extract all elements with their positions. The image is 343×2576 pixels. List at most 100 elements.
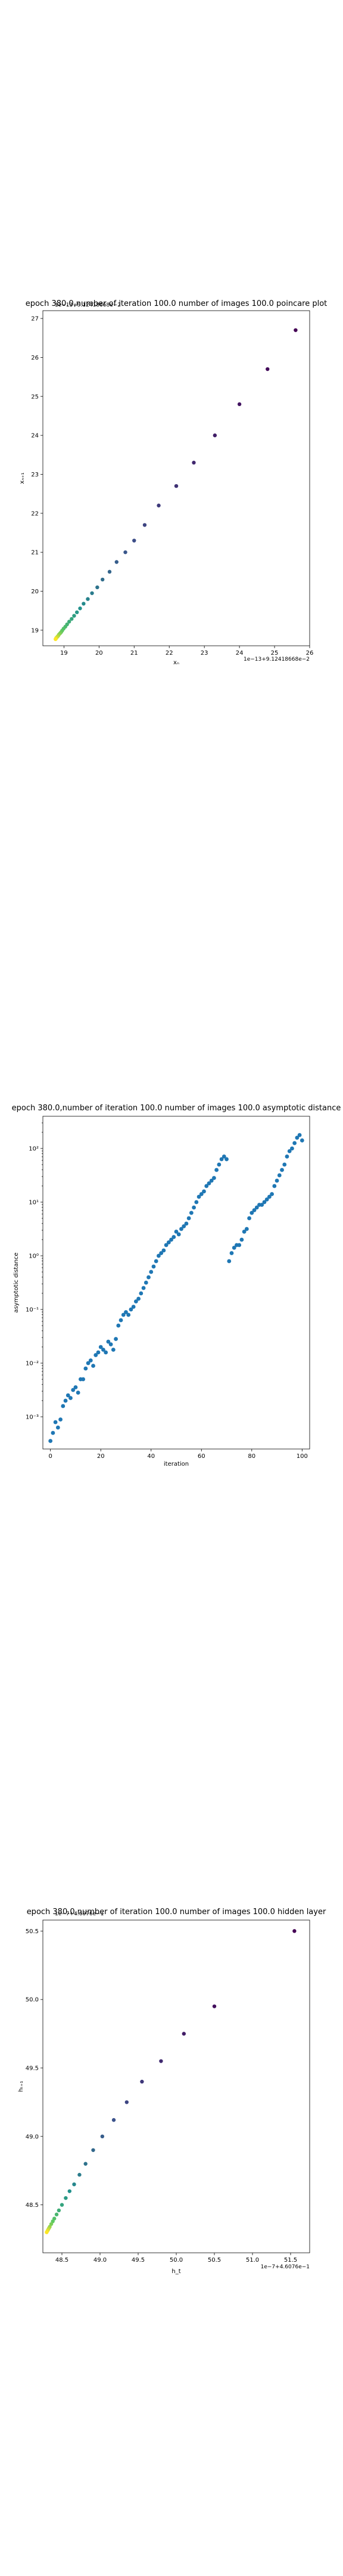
data-point [54,637,58,642]
x-axis-label: xₙ [173,660,179,666]
x-tick-label: 80 [248,1453,255,1460]
data-point [169,1237,173,1242]
data-point [242,1230,247,1234]
data-point [227,1259,232,1264]
data-point [54,2212,59,2216]
data-point [93,1353,98,1357]
data-point [74,610,79,614]
data-point [57,2208,61,2213]
data-point [224,1157,229,1162]
data-point [237,402,242,407]
y-tick-label: 50.5 [26,1928,39,1935]
data-point [211,1176,216,1180]
data-point [124,1310,128,1314]
data-point [250,1210,254,1215]
data-point [101,577,105,582]
data-point [280,1168,284,1172]
data-point [179,1227,183,1231]
data-point [292,1141,297,1145]
data-point [182,2032,186,2036]
data-point [166,1240,171,1244]
data-point [209,1178,214,1183]
data-point [174,484,179,488]
data-point [149,1270,154,1274]
data-point [139,1291,144,1296]
data-point [86,597,90,601]
axis-ticks: 48.5 49.0 49.5 50.0 50.5 51.0 51.5 48.5 49.0 49.5… [26,1928,297,2264]
data-point [277,1173,282,1178]
data-point [114,560,119,564]
data-point [204,1184,209,1188]
y-tick-label: 49.0 [26,2134,39,2140]
data-point [60,2203,64,2207]
data-point [48,1439,53,1443]
data-point [172,1235,176,1239]
x-tick-label: 60 [198,1453,205,1460]
y-tick-label: 10⁻¹ [26,1307,39,1314]
x-tick-label: 23 [201,650,208,657]
data-point [132,538,136,543]
data-point [292,1929,297,1933]
data-point [262,1200,267,1205]
x-tick-label: 24 [236,650,244,657]
legend-label: 1e−13+9.12418668e−2 [55,302,121,308]
x-tick-label: 49.0 [93,2257,107,2264]
data-point [95,585,99,590]
data-point [217,1162,222,1167]
data-point [157,503,161,507]
y-tick-label: 23 [31,472,39,478]
data-point [123,550,127,555]
x-tick-label: 40 [147,1453,155,1460]
data-point [186,1216,191,1221]
data-point [232,1246,236,1250]
data-point [294,328,298,332]
data-point [76,1391,80,1395]
data-point [151,1264,156,1269]
y-tick-label: 22 [31,510,39,517]
data-points [48,1133,304,1443]
data-point [88,1358,93,1363]
x-axis-label: h_t [172,2268,180,2275]
data-point [275,1178,279,1183]
data-point [229,1251,234,1255]
data-point [182,1224,186,1228]
y-tick-label: 25 [31,394,39,400]
axis-ticks: 0 20 40 60 80 100 10⁻³ 10⁻² 10⁻¹ 10⁰ 10¹ 10² [26,1122,308,1460]
data-point [159,2059,163,2063]
data-point [100,2134,105,2139]
data-point [222,1154,226,1159]
axis-offset-label: 1e−7+4.6076e−1 [261,2264,310,2270]
data-point [142,523,147,527]
data-point [140,2079,144,2084]
data-point [64,2196,68,2200]
data-point [199,1192,204,1196]
data-point [73,1385,78,1389]
data-point [111,1348,116,1352]
data-point [244,1227,249,1231]
data-point [295,1135,300,1140]
data-point [108,1342,113,1346]
data-point [51,1431,55,1435]
x-tick-label: 0 [48,1453,52,1460]
data-point [70,617,74,621]
x-tick-label: 49.5 [132,2257,145,2264]
data-point [83,2162,88,2166]
data-point [133,1299,138,1304]
data-point [82,602,86,606]
y-tick-label: 10² [29,1146,39,1153]
data-point [174,1230,179,1234]
data-point [53,1420,58,1425]
data-point [116,1323,121,1328]
hidden-layer-chart: epoch 380.0,number of iteration 100.0 nu… [18,1908,326,2275]
x-tick-label: 100 [297,1453,308,1460]
data-point [300,1138,304,1143]
data-point [101,1348,105,1352]
data-point [90,591,94,595]
data-point [121,1312,126,1317]
data-point [213,433,217,438]
data-point [247,1216,251,1221]
data-point [192,1205,196,1210]
chart-title: epoch 380.0,number of iteration 100.0 nu… [12,1104,341,1113]
x-tick-label: 51.0 [246,2257,259,2264]
chart-title: epoch 380.0,number of iteration 100.0 nu… [27,1908,326,1916]
